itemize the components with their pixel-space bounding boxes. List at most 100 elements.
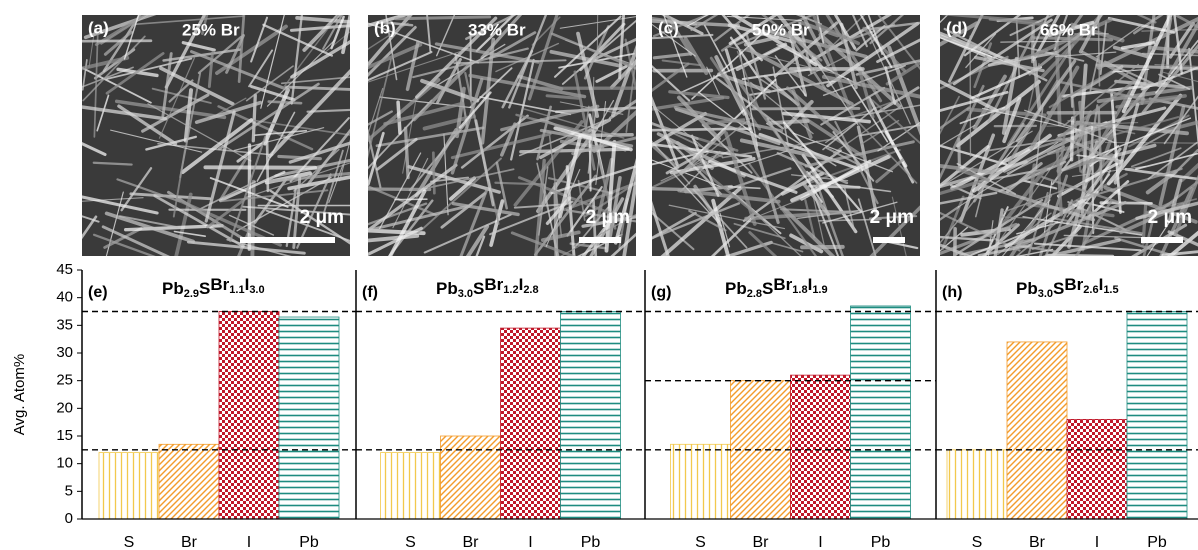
bar	[851, 306, 911, 519]
scale-bar	[1141, 237, 1183, 243]
nanowire	[1072, 118, 1073, 160]
sem-image	[611, 0, 965, 294]
nanowire	[59, 41, 150, 42]
x-tick-label: I	[528, 534, 532, 550]
formula-element: S	[1053, 279, 1064, 298]
x-tick-label: Pb	[299, 534, 319, 550]
nanowire	[362, 189, 430, 190]
x-tick-label: Pb	[581, 534, 601, 550]
bar	[1127, 312, 1187, 520]
formula-element: S	[473, 279, 484, 298]
y-tick-label: 30	[56, 344, 73, 361]
formula-subscript: 2.8	[747, 288, 762, 300]
formula-subscript: 1.2	[503, 284, 518, 296]
nanowire	[433, 153, 434, 193]
image-label: (d)	[946, 18, 968, 37]
y-tick-label: 0	[65, 510, 73, 527]
nanowire	[581, 135, 633, 136]
x-tick-label: Pb	[1147, 534, 1167, 550]
sem-image	[313, 0, 675, 291]
bar	[99, 453, 159, 519]
bar	[1067, 419, 1127, 519]
y-tick-label: 25	[56, 372, 73, 389]
formula-element: Pb	[1016, 279, 1038, 298]
panel-label: (f)	[362, 284, 378, 301]
nanowire	[396, 17, 490, 19]
y-tick-label: 35	[56, 316, 73, 333]
image-label: (b)	[374, 18, 396, 37]
formula-element: Pb	[162, 279, 184, 298]
formula-subscript: 3.0	[1038, 288, 1053, 300]
formula-element: Br	[1064, 275, 1083, 294]
formula-subscript: 1.1	[229, 284, 244, 296]
bar	[947, 450, 1007, 519]
nanowire	[267, 134, 268, 191]
y-tick-label: 15	[56, 427, 73, 444]
image-caption: 66% Br	[1040, 20, 1098, 39]
scale-bar	[873, 237, 905, 243]
figure: (a) 25% Br 2 μm (b) 33% Br 2 μm (c) 50% Br 2 μm (…	[0, 0, 1198, 550]
image-label: (a)	[88, 18, 109, 37]
x-tick-label: S	[695, 534, 706, 550]
formula-element: Pb	[436, 279, 458, 298]
bar	[159, 444, 219, 519]
x-tick-label: S	[972, 534, 983, 550]
x-tick-label: Br	[1029, 534, 1046, 550]
image-label: (c)	[658, 18, 679, 37]
formula-subscript: 1.5	[1103, 284, 1118, 296]
x-tick-label: I	[247, 534, 251, 550]
sem-image	[885, 0, 1198, 300]
bar	[441, 436, 501, 519]
y-tick-label: 20	[56, 399, 73, 416]
panel-label: (h)	[942, 284, 962, 301]
panel-title: Pb2.8SBr1.8I1.9	[725, 275, 828, 299]
x-tick-label: Pb	[871, 534, 891, 550]
image-caption: 50% Br	[752, 20, 810, 39]
bar	[561, 312, 621, 520]
bar	[501, 328, 561, 519]
panel-title: Pb2.9SBr1.1I3.0	[162, 275, 265, 299]
formula-subscript: 3.0	[249, 284, 264, 296]
x-tick-label: Br	[181, 534, 198, 550]
y-tick-label: 10	[56, 455, 73, 472]
scale-label: 2 μm	[870, 207, 914, 228]
image-caption: 33% Br	[468, 20, 526, 39]
nanowire	[597, 1, 598, 60]
panel-label: (g)	[651, 284, 671, 301]
scale-label: 2 μm	[586, 207, 630, 228]
x-tick-label: I	[1095, 534, 1099, 550]
formula-subscript: 2.8	[523, 284, 538, 296]
y-tick-label: 45	[56, 261, 73, 278]
formula-subscript: 1.8	[792, 284, 807, 296]
bar	[671, 444, 731, 519]
x-tick-label: S	[405, 534, 416, 550]
panel-title: Pb3.0SBr2.6I1.5	[1016, 275, 1119, 299]
formula-subscript: 1.9	[812, 284, 827, 296]
formula-subscript: 2.6	[1083, 284, 1098, 296]
bar	[219, 312, 279, 520]
scale-bar	[579, 237, 621, 243]
sem-image	[41, 0, 401, 293]
scale-label: 2 μm	[1148, 207, 1192, 228]
x-tick-label: Br	[753, 534, 770, 550]
formula-element: Br	[210, 275, 229, 294]
y-tick-label: 5	[65, 482, 73, 499]
nanowire	[959, 139, 960, 171]
panel-title: Pb3.0SBr1.2I2.8	[436, 275, 539, 299]
formula-element: S	[199, 279, 210, 298]
nanowire	[269, 102, 301, 104]
formula-element: Br	[773, 275, 792, 294]
nanowire	[1105, 142, 1198, 143]
y-axis-label: Avg. Atom%	[11, 354, 28, 435]
bar	[279, 317, 339, 519]
bar	[381, 453, 441, 519]
panel-label: (e)	[88, 284, 108, 301]
bar	[791, 375, 851, 519]
image-caption: 25% Br	[182, 20, 240, 39]
formula-element: S	[762, 279, 773, 298]
formula-subscript: 3.0	[458, 288, 473, 300]
y-tick-label: 40	[56, 289, 73, 306]
x-tick-label: S	[124, 534, 135, 550]
x-tick-label: Br	[463, 534, 480, 550]
scale-bar	[240, 237, 335, 243]
